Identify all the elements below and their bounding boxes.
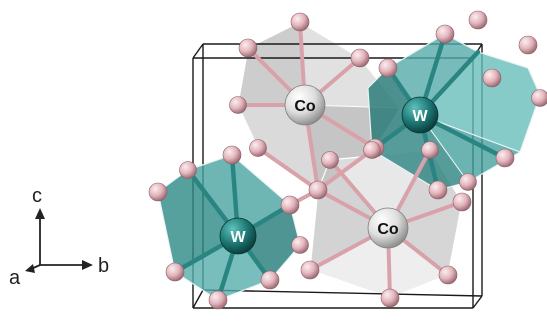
cobalt-atom-upper: Co <box>284 84 326 126</box>
oxygen-atom <box>229 96 247 114</box>
oxygen-atom <box>452 192 472 212</box>
oxygen-atom <box>495 148 515 168</box>
oxygen-atom <box>321 151 339 169</box>
oxygen-atom <box>363 141 381 159</box>
oxygen-atom <box>435 24 455 44</box>
oxygen-atom <box>260 270 280 290</box>
c-axis-arrowhead <box>35 208 45 219</box>
oxygen-atom <box>238 38 258 58</box>
oxygen-atom <box>350 48 370 68</box>
a-axis-arrowhead <box>25 264 35 273</box>
cobalt-atom-label: Co <box>294 98 316 115</box>
oxygen-atom <box>531 89 547 107</box>
oxygen-atom <box>291 236 309 254</box>
oxygen-atom <box>300 260 320 280</box>
oxygen-atom <box>208 290 228 310</box>
cobalt-atom-lower: Co <box>367 207 409 249</box>
oxygen-atom <box>459 173 477 191</box>
oxygen-atom <box>222 145 242 165</box>
oxygen-atom <box>428 180 448 200</box>
oxygen-atom <box>378 58 398 78</box>
c-axis-label: c <box>32 185 42 207</box>
oxygen-atom <box>179 161 197 179</box>
oxygen-atom <box>165 262 185 282</box>
oxygen-atom <box>148 182 168 202</box>
cobalt-atom-label: Co <box>377 221 399 238</box>
oxygen-atom <box>280 195 300 215</box>
b-axis-label: b <box>98 255 109 277</box>
oxygen-atom <box>482 68 502 88</box>
oxygen-atom <box>308 180 328 200</box>
tungsten-atom-label: W <box>230 229 246 246</box>
a-axis-label: a <box>9 267 21 289</box>
oxygen-atom <box>421 141 439 159</box>
oxygen-atom <box>438 265 458 285</box>
oxygen-atom <box>249 139 267 157</box>
oxygen-atom <box>468 10 488 30</box>
oxygen-atom <box>518 35 538 55</box>
oxygen-atoms <box>148 10 547 310</box>
axis-indicator: c b a <box>9 185 109 289</box>
tungsten-atom-left: W <box>219 217 257 255</box>
oxygen-atom <box>380 288 400 308</box>
tungsten-atom-label: W <box>412 108 428 125</box>
b-axis-arrowhead <box>82 260 93 270</box>
tungsten-atom-right: W <box>401 96 439 134</box>
oxygen-atom <box>290 12 310 32</box>
